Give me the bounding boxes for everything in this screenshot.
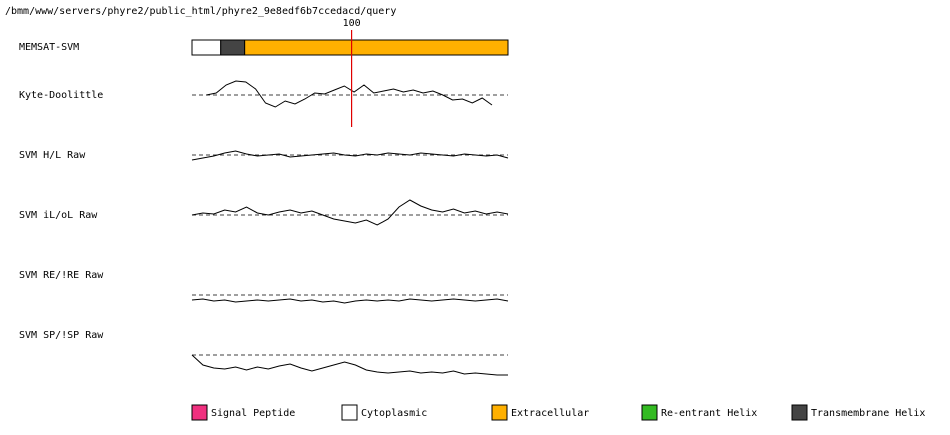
legend-label: Re-entrant Helix <box>661 408 757 419</box>
header-path: /bmm/www/servers/phyre2/public_html/phyr… <box>5 6 396 17</box>
topology-segment <box>244 39 509 56</box>
track-label: SVM H/L Raw <box>19 150 86 161</box>
legend-swatch <box>191 404 208 421</box>
legend-label: Extracellular <box>511 408 589 419</box>
profile-line <box>191 150 509 161</box>
legend-label: Transmembrane Helix <box>811 408 925 419</box>
topology-segment <box>191 39 222 56</box>
profile-line <box>206 80 493 108</box>
legend-swatch <box>791 404 808 421</box>
marker-label: 100 <box>343 18 361 29</box>
track-label: SVM iL/oL Raw <box>19 210 98 221</box>
track-label: SVM SP/!SP Raw <box>19 330 104 341</box>
legend-label: Cytoplasmic <box>361 408 427 419</box>
legend-swatch <box>491 404 508 421</box>
track-label: SVM RE/!RE Raw <box>19 270 104 281</box>
profile-line <box>191 354 508 376</box>
profile-line <box>191 298 509 304</box>
legend-swatch <box>641 404 658 421</box>
track-label: MEMSAT-SVM <box>19 42 79 53</box>
topology-segment <box>220 39 246 56</box>
track-label: Kyte-Doolittle <box>19 90 103 101</box>
profile-line <box>191 199 509 226</box>
legend-label: Signal Peptide <box>211 408 295 419</box>
legend-swatch <box>341 404 358 421</box>
